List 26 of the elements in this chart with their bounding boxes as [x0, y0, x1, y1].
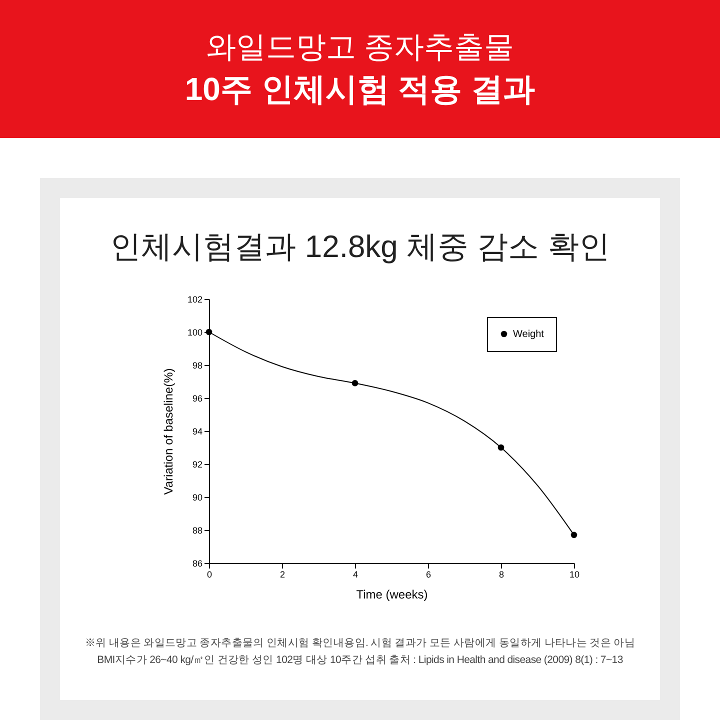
x-tick-label: 6: [426, 570, 432, 580]
text: 인체시험결과 12.8kg 체중 감소 확인: [109, 228, 611, 266]
y-tick-label: 88: [192, 526, 202, 536]
text: BMI지수가 26~40 kg/㎡인 건강한 성인 102명 대상 10주간 섭취 출처 : Lipids in Health and disease (2009) 8(1) : 7~13: [96, 653, 624, 668]
y-tick-label: 96: [192, 394, 202, 404]
y-tick-label: 90: [192, 492, 202, 502]
y-tick-label: 94: [192, 426, 202, 436]
point: [570, 532, 578, 538]
x-tick-label: 4: [352, 570, 358, 580]
x-axis-title: Time (weeks): [356, 588, 428, 602]
x-tick-label: 2: [280, 570, 286, 580]
x-tick-label: 8: [498, 570, 504, 580]
y-tick-label: 92: [192, 460, 202, 470]
y-tick-label: 100: [187, 328, 202, 338]
chart-title: 와일드망고 종자추출물: [204, 30, 516, 66]
x-tick-label: 0: [206, 570, 212, 580]
point: [498, 444, 504, 451]
y-axis-title: Variation of baseline(%): [161, 368, 176, 495]
y-tick-label: 102: [187, 294, 202, 304]
legend-label: Weight: [513, 329, 544, 340]
point: [352, 380, 358, 386]
x-tick-label: 10: [569, 570, 580, 580]
y-tick-label: 86: [192, 558, 202, 568]
y-tick-label: 98: [192, 360, 202, 370]
chart-subtitle: 10주 인체시험 적용 결과: [184, 70, 536, 109]
text: ※위 내용은 와일드망고 종자추출물의 인체시험 확인내용임. 시험 결과가 모든 사람에게 동일하게 나타나는 것은 아님: [84, 636, 636, 651]
